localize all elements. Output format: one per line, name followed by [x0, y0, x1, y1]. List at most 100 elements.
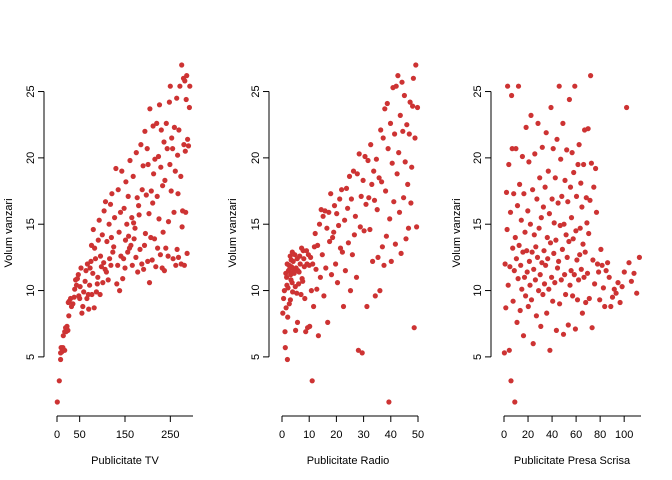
point-radio-177 — [414, 104, 421, 111]
point-print-151 — [584, 220, 590, 226]
point-print-56 — [532, 277, 539, 283]
point-tv-79 — [116, 229, 122, 235]
point-radio-166 — [405, 225, 412, 231]
point-print-123 — [568, 215, 575, 221]
panel-tv: 0 50 150 250 5 10 15 20 25 Publicitate TV Volum … — [3, 62, 193, 467]
point-print-19 — [512, 234, 518, 241]
point-print-2 — [503, 305, 509, 311]
point-radio-148 — [391, 199, 397, 205]
point-radio-24 — [289, 280, 295, 286]
point-print-116 — [565, 199, 571, 205]
point-tv-100 — [131, 220, 137, 226]
point-radio-120 — [367, 226, 373, 233]
y-tick-label-print-0: 5 — [472, 354, 484, 360]
point-print-39 — [523, 124, 529, 130]
point-radio-164 — [404, 122, 410, 128]
x-tick-label-radio-2: 20 — [330, 429, 342, 441]
point-tv-117 — [142, 230, 148, 237]
point-tv-34 — [83, 268, 89, 274]
point-print-41 — [524, 269, 530, 275]
point-tv-83 — [119, 168, 125, 174]
point-print-87 — [549, 196, 555, 202]
point-radio-30 — [292, 252, 298, 258]
y-tick-label-radio-2: 15 — [250, 218, 262, 230]
point-tv-160 — [170, 256, 176, 262]
point-tv-161 — [171, 209, 177, 215]
point-tv-14 — [66, 313, 72, 319]
point-radio-124 — [371, 168, 377, 174]
point-print-181 — [619, 284, 625, 290]
point-tv-174 — [179, 62, 185, 68]
point-tv-74 — [112, 215, 118, 221]
point-radio-103 — [350, 168, 357, 174]
point-tv-102 — [132, 225, 138, 231]
point-radio-89 — [337, 196, 343, 202]
point-print-6 — [505, 282, 511, 288]
point-tv-52 — [95, 237, 101, 243]
point-tv-62 — [102, 199, 109, 205]
point-tv-187 — [185, 143, 192, 149]
point-radio-93 — [340, 303, 347, 310]
point-tv-72 — [110, 249, 116, 255]
point-print-182 — [621, 269, 627, 275]
point-radio-114 — [361, 228, 367, 234]
point-radio-123 — [370, 258, 376, 264]
point-tv-56 — [98, 264, 104, 270]
point-print-172 — [603, 268, 609, 274]
point-print-184 — [626, 260, 632, 266]
point-print-36 — [521, 274, 528, 280]
point-print-169 — [599, 262, 605, 268]
point-radio-88 — [336, 222, 342, 229]
point-radio-115 — [362, 153, 368, 160]
point-radio-85 — [333, 261, 339, 267]
point-print-84 — [547, 240, 554, 246]
point-radio-67 — [315, 333, 321, 339]
point-print-77 — [544, 310, 550, 316]
point-tv-30 — [79, 310, 85, 316]
point-tv-165 — [174, 95, 180, 101]
point-radio-146 — [389, 160, 395, 166]
point-tv-141 — [158, 164, 164, 170]
point-radio-49 — [302, 295, 308, 302]
point-radio-73 — [321, 293, 327, 299]
point-radio-15 — [286, 301, 292, 307]
point-radio-32 — [293, 327, 299, 333]
point-print-134 — [574, 297, 581, 303]
point-print-152 — [584, 270, 591, 276]
point-print-120 — [567, 282, 573, 288]
point-radio-61 — [311, 303, 317, 310]
point-radio-122 — [369, 181, 375, 187]
point-print-158 — [588, 160, 595, 166]
point-print-140 — [578, 180, 584, 186]
x-tick-label-tv-1: 50 — [74, 429, 86, 441]
point-print-121 — [567, 184, 574, 190]
point-print-4 — [504, 226, 510, 233]
point-radio-134 — [379, 244, 385, 250]
point-print-74 — [542, 184, 548, 190]
point-radio-98 — [345, 240, 351, 246]
point-tv-77 — [115, 262, 121, 268]
point-print-66 — [538, 323, 544, 329]
point-print-128 — [571, 272, 577, 278]
point-print-31 — [519, 286, 525, 292]
point-tv-146 — [161, 139, 167, 145]
point-print-180 — [617, 299, 623, 306]
point-print-76 — [543, 130, 549, 136]
point-radio-137 — [382, 106, 388, 112]
point-radio-72 — [320, 213, 326, 219]
point-print-117 — [565, 322, 571, 328]
point-tv-63 — [103, 269, 109, 275]
point-radio-150 — [392, 241, 398, 247]
point-radio-170 — [409, 164, 415, 170]
point-radio-139 — [383, 233, 389, 239]
point-radio-27 — [290, 258, 296, 264]
point-print-187 — [634, 290, 640, 296]
point-tv-20 — [71, 294, 77, 300]
x-tick-label-print-4: 80 — [594, 429, 606, 441]
point-tv-155 — [167, 161, 173, 168]
point-print-64 — [537, 175, 543, 181]
point-print-175 — [608, 303, 614, 310]
axes-print: 0 20 40 60 80 100 5 10 15 20 25 — [472, 85, 641, 441]
point-print-185 — [628, 278, 635, 284]
point-radio-60 — [310, 261, 316, 267]
